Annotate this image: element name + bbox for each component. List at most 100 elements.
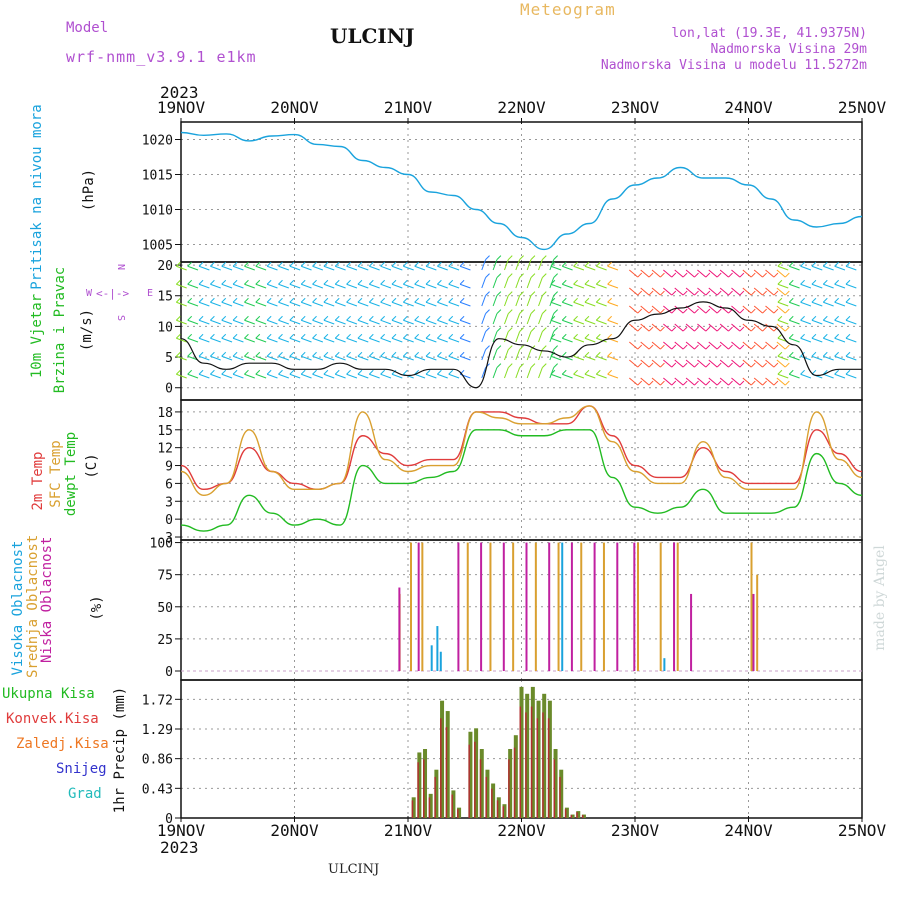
wind-barb: [674, 287, 684, 296]
wind-barb: [312, 355, 324, 361]
wind-barb: [708, 305, 718, 314]
x-tick-label-top: 20NOV: [270, 98, 319, 117]
wind-barb: [221, 319, 233, 325]
wind-barb-flag: [278, 297, 283, 303]
wind-barb-flag: [595, 369, 601, 375]
x-tick-label-top: 22NOV: [497, 98, 546, 117]
precip-conv-bar: [474, 741, 476, 818]
wind-barb: [335, 265, 346, 271]
temperature-ytick-label: 9: [165, 460, 173, 475]
wind-barb: [369, 319, 380, 325]
precip-bar: [428, 793, 433, 818]
wind-barb-flag: [541, 273, 547, 279]
wind-barb-flag: [595, 279, 601, 285]
wind-barb: [663, 287, 673, 296]
wind-barb-flag: [762, 380, 767, 386]
compass-e-label: E: [147, 288, 154, 299]
wind-barb-flag: [425, 315, 431, 321]
wind-barb: [607, 373, 619, 379]
wind-barb-flag: [671, 290, 677, 296]
wind-barb: [312, 319, 324, 325]
wind-frame: [180, 261, 863, 401]
wind-barb-flag: [300, 261, 306, 267]
wind-barb-flag: [811, 297, 817, 303]
wind-barb-flag: [530, 291, 536, 297]
wind-barb-flag: [777, 351, 783, 357]
wind-barb: [515, 277, 521, 289]
wind-barb: [515, 259, 521, 271]
precipitation-ytick-label: 1.72: [142, 693, 173, 708]
wind-barb-flag: [221, 261, 227, 267]
wind-barb-flag: [244, 351, 249, 357]
precip-bar: [502, 804, 507, 818]
wind-barb: [823, 283, 834, 289]
wind-ytick-label: 10: [157, 320, 173, 335]
wind-barb: [232, 319, 244, 325]
wind-barb-flag: [437, 297, 442, 303]
wind-barb-flag: [210, 315, 215, 321]
wind-barb-flag: [278, 369, 283, 375]
wind-barb-flag: [784, 290, 790, 296]
wind-barb: [323, 355, 335, 361]
wind-barb-flag: [255, 297, 261, 303]
wind-barb: [255, 283, 267, 289]
wind-barb-flag: [210, 279, 215, 285]
wind-barb-flag: [221, 279, 227, 285]
precip-bar: [440, 700, 445, 818]
wind-barb-flag: [716, 272, 722, 278]
cloud-low-bar: [616, 542, 619, 672]
wind-barb-flag: [739, 272, 745, 278]
wind-barb-flag: [834, 369, 839, 375]
wind-barb: [448, 265, 460, 271]
wind-barb-flag: [266, 279, 272, 285]
wind-barb-flag: [289, 315, 295, 321]
wind-barb-flag: [773, 344, 779, 350]
wind-barb: [526, 367, 532, 379]
wind-barb-flag: [648, 344, 654, 350]
wind-barb: [697, 305, 707, 314]
wind-barb-flag: [380, 315, 385, 321]
wind-barb-flag: [221, 333, 227, 339]
wind-barb: [266, 337, 278, 343]
wind-barb: [584, 319, 596, 325]
wind-barb: [278, 301, 289, 307]
wind-barb: [437, 319, 448, 325]
wind-barb-flag: [800, 279, 805, 285]
precip-conv-bar: [559, 776, 561, 818]
cloud-mid-bar: [659, 542, 662, 672]
cloud-low-bar: [457, 542, 460, 672]
wind-barb: [811, 319, 823, 325]
wind-barb: [731, 323, 741, 332]
wind-barb-flag: [175, 315, 181, 321]
wind-barb: [221, 373, 233, 379]
wind-barb-flag: [773, 308, 779, 314]
precip-bar: [570, 814, 575, 818]
wind-barb: [789, 355, 800, 361]
wind-barb: [278, 319, 289, 325]
wind-barb-flag: [800, 297, 805, 303]
wind-barb-flag: [221, 297, 227, 303]
wind-barb: [789, 283, 800, 289]
wind-barb: [663, 323, 673, 332]
wind-barb: [629, 341, 639, 350]
wind-barb: [437, 283, 448, 289]
wind-barb-flag: [777, 297, 783, 303]
wind-barb-flag: [175, 297, 181, 303]
wind-barb-flag: [660, 290, 665, 296]
cloud-frame: [180, 539, 863, 681]
wind-barb: [289, 373, 301, 379]
wind-barb: [312, 283, 324, 289]
wind-barb: [811, 355, 823, 361]
x-tick-label-bottom: 20NOV: [270, 821, 319, 840]
cloud-low-bar: [633, 542, 636, 672]
x-tick-label-bottom: 23NOV: [611, 821, 660, 840]
wind-barb: [459, 301, 471, 307]
wind-barb: [629, 287, 639, 296]
wind-barb: [301, 265, 312, 271]
wind-barb-flag: [845, 279, 851, 285]
wind-barb: [584, 265, 596, 271]
wind-barb-flag: [584, 261, 590, 267]
wind-barb-flag: [573, 333, 578, 339]
wind-barb-flag: [694, 326, 699, 332]
wind-barb-flag: [788, 279, 794, 285]
